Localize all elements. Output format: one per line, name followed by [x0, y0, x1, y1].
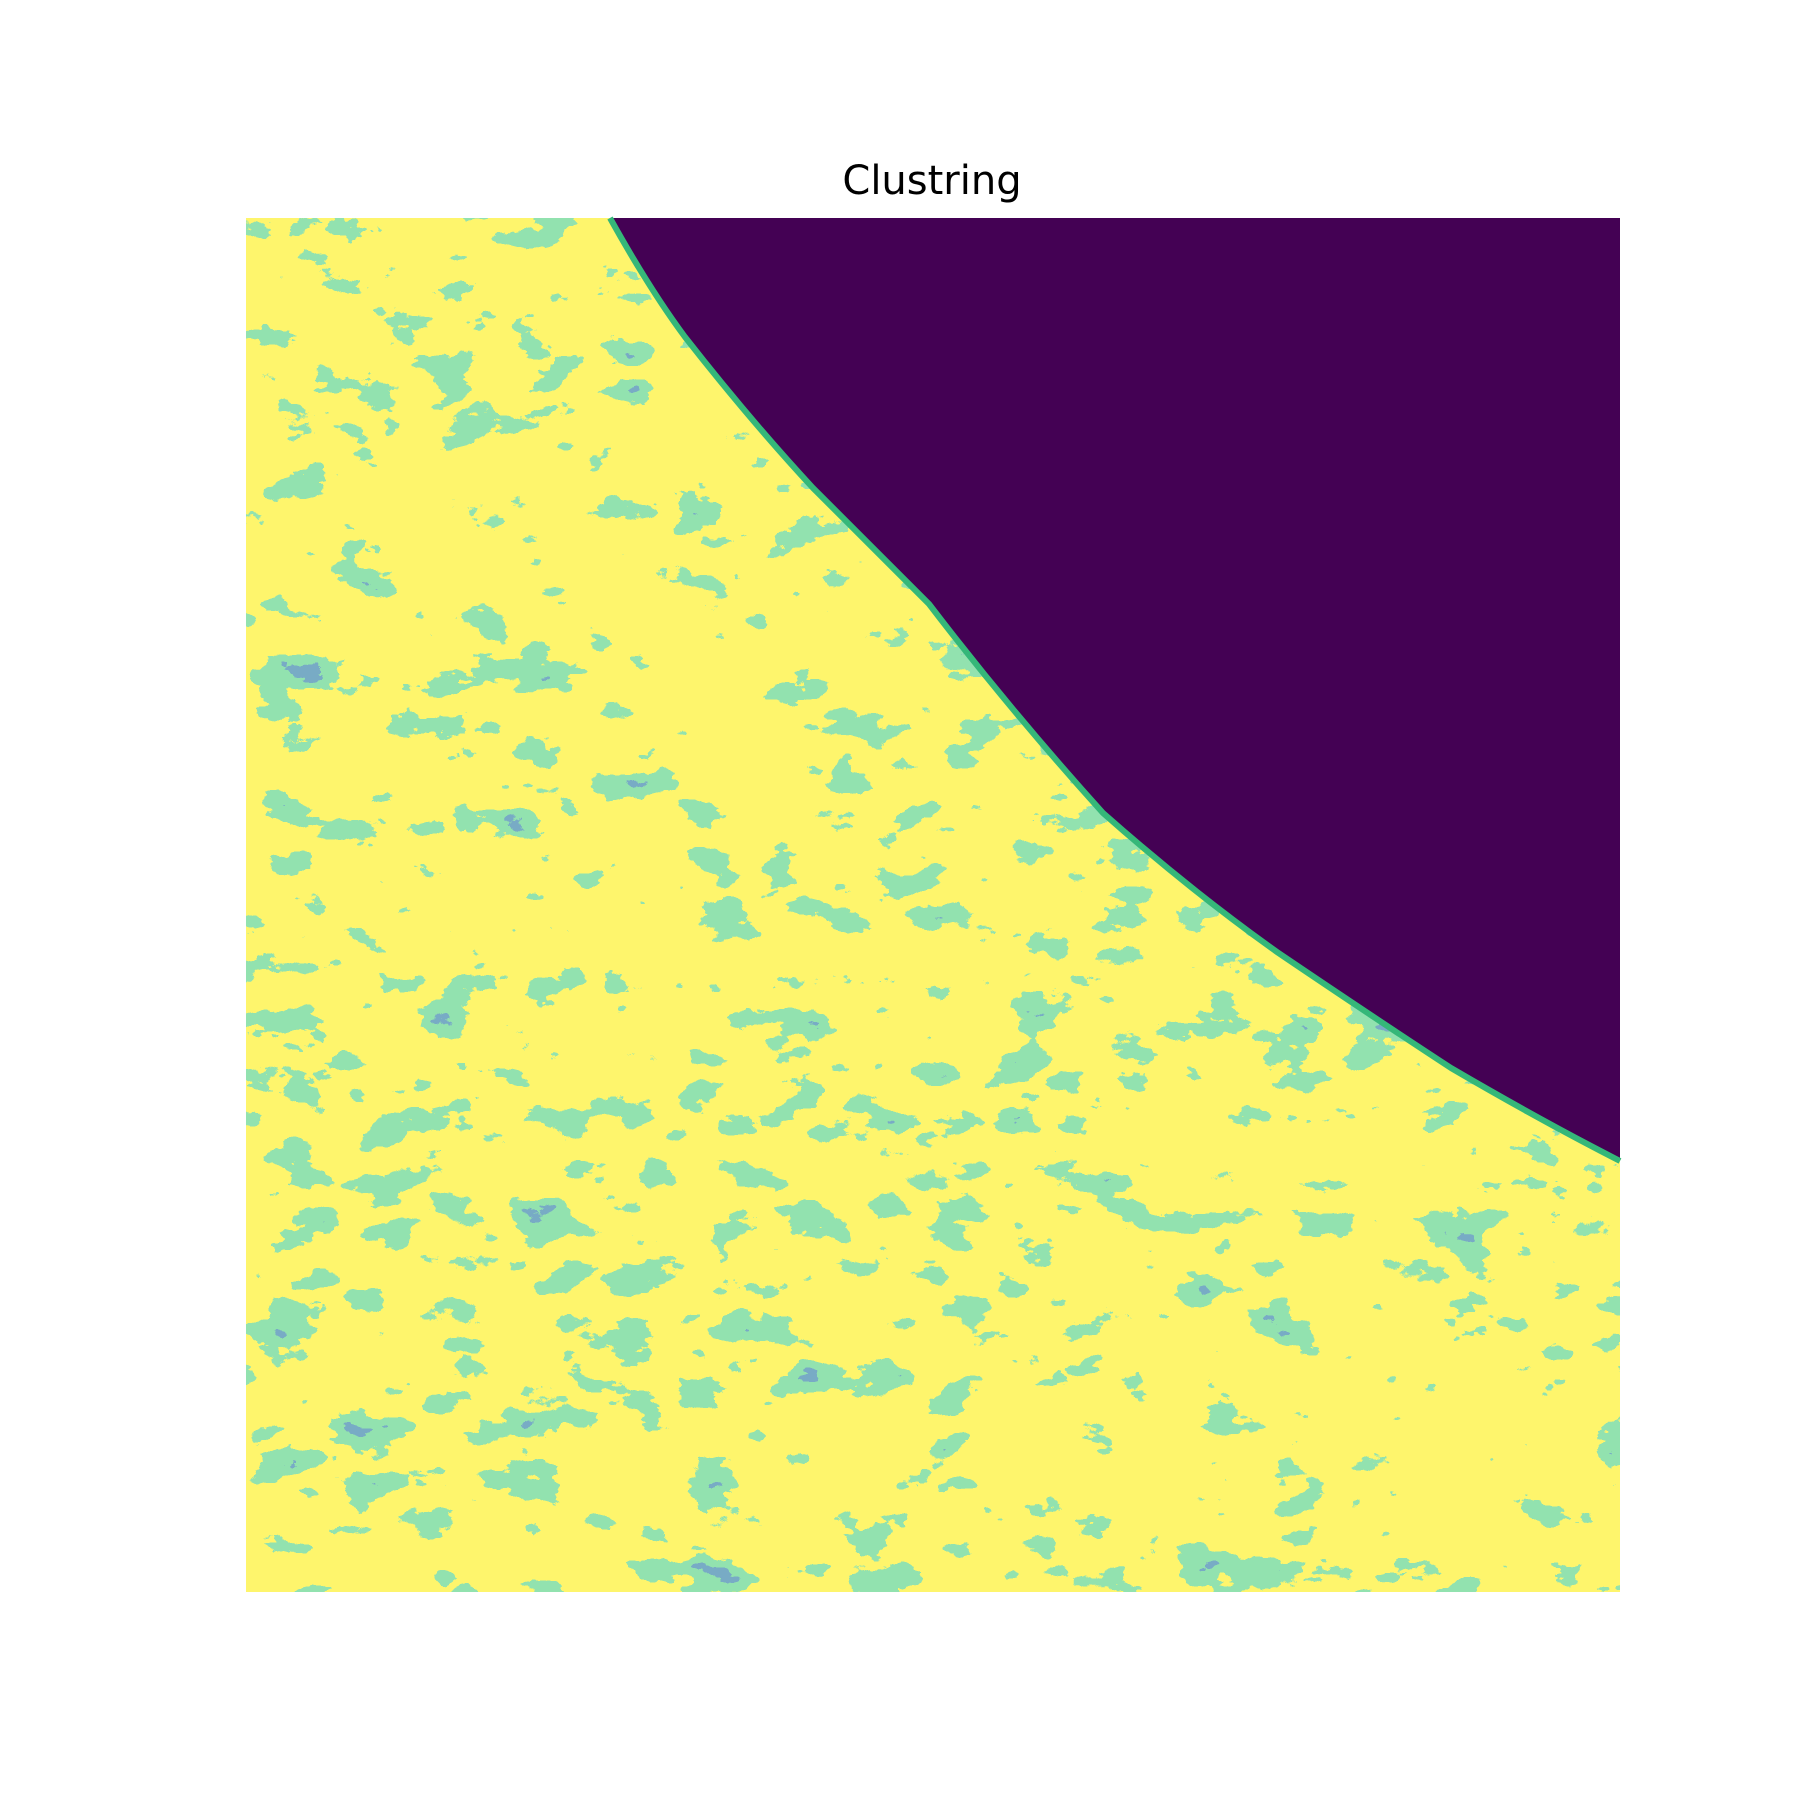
cluster-map: [246, 216, 1622, 1592]
map-title: Clustring: [842, 158, 1021, 204]
coastline: [607, 216, 1622, 1164]
